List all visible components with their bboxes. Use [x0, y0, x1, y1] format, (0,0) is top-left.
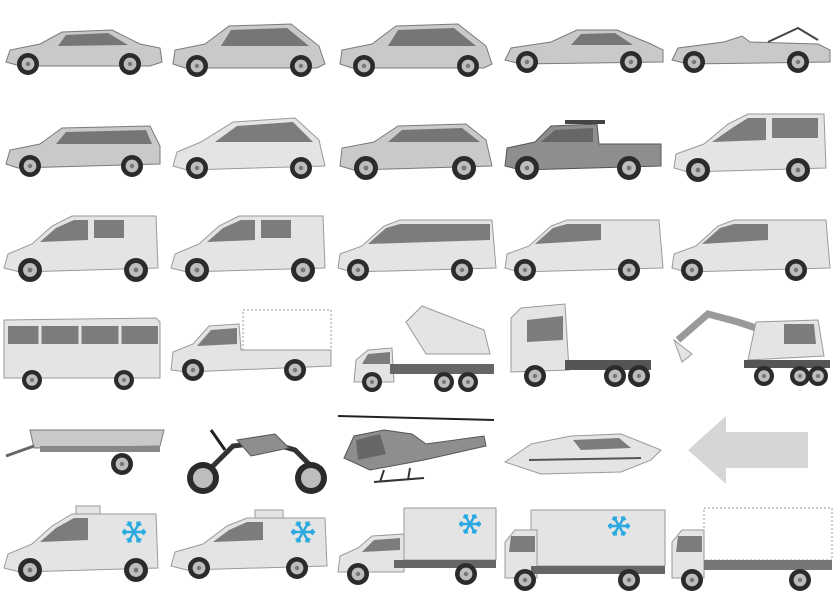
refrigerated-van-icon — [0, 500, 167, 600]
sedan-icon — [0, 0, 167, 100]
excavator-icon — [668, 300, 835, 400]
motorcycle-icon — [167, 400, 334, 500]
motor-yacht-icon — [501, 400, 668, 500]
suv-icon — [334, 100, 501, 200]
helicopter-icon — [334, 400, 501, 500]
flatbed-truck-icon — [167, 300, 334, 400]
arrow-left-icon — [668, 400, 835, 500]
flatbed-lorry-icon — [668, 500, 835, 600]
refrigerated-box-truck-icon — [334, 500, 501, 600]
hatchback-icon — [334, 0, 501, 100]
leisure-van-icon — [668, 100, 835, 200]
convertible-icon — [668, 0, 835, 100]
panel-van-icon — [167, 200, 334, 300]
dump-truck-icon — [334, 300, 501, 400]
utility-trailer-icon — [0, 400, 167, 500]
compact-mpv-icon — [167, 100, 334, 200]
panel-van-long-icon — [501, 200, 668, 300]
passenger-van-icon — [334, 200, 501, 300]
hatchback-icon — [167, 0, 334, 100]
semi-tractor-icon — [501, 300, 668, 400]
refrigerated-lorry-icon — [501, 500, 668, 600]
coupe-icon — [501, 0, 668, 100]
panel-van-long-icon — [668, 200, 835, 300]
refrigerated-van-icon — [167, 500, 334, 600]
pickup-truck-icon — [501, 100, 668, 200]
bus-icon — [0, 300, 167, 400]
station-wagon-icon — [0, 100, 167, 200]
panel-van-icon — [0, 200, 167, 300]
